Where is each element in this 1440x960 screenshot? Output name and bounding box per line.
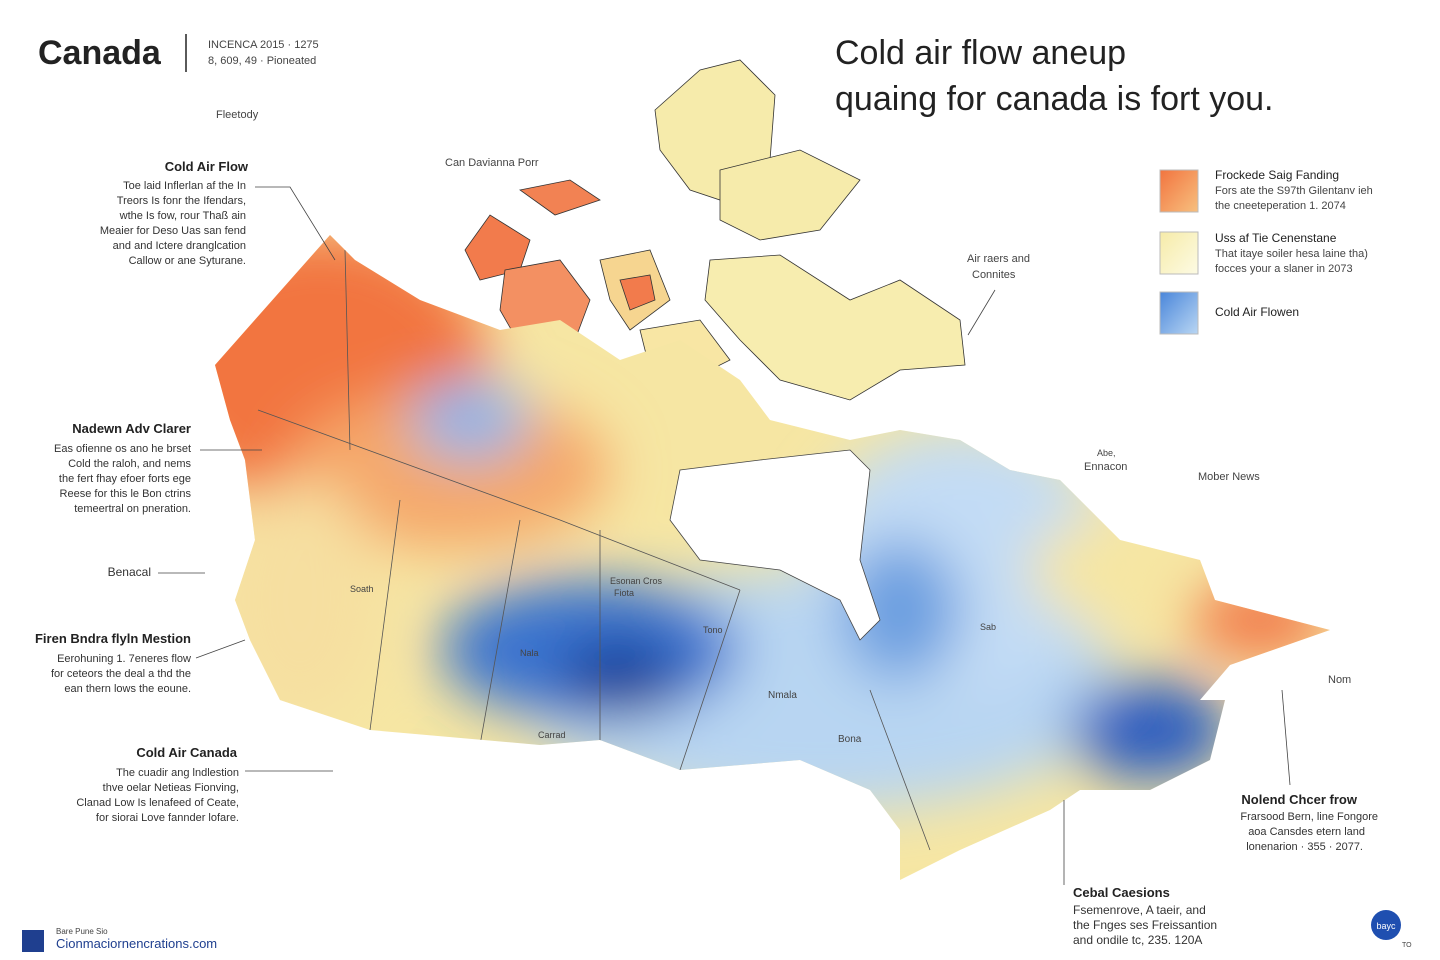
footer-site: Cionmaciornencrations.com [56,936,217,951]
map-label: Nom [1328,674,1351,686]
map-label: Air raers and [967,253,1030,265]
annotation-title: Firen Bndra flyln Mestion [35,631,191,646]
map-label: Fiota [614,588,634,598]
annotation-text: Toe laid Inflerlan af the In [123,180,246,192]
annotation-title: Benacal [108,565,151,579]
map-label: Fleetody [216,109,259,121]
annotation-text: Meaier for Deso Uas san fend [100,225,246,237]
note-text: Fsemenrove, A taeir, and [1073,903,1206,917]
map-label: Can Davianna Porr [445,157,539,169]
annotation-text: Reese for this le Bon ctrins [60,488,192,500]
map-label: Nala [520,648,539,658]
annotation-text: The cuadir ang lndlestion [116,767,239,779]
legend-text: the cneeteperation 1. 2074 [1215,200,1346,212]
annotation-text: temeertral on pneration. [74,503,191,515]
annotation-text: the fert fhay efoer forts ege [59,473,191,485]
map-label: Ennacon [1084,461,1127,473]
headline: quaing for canada is fort you. [835,80,1274,118]
title: Canada [38,34,162,72]
annotation-text: Cold the raloh, and nems [68,458,191,470]
map-label: Mober News [1198,471,1260,483]
annotation-text: wthe Is fow, rour Thaß ain [119,210,246,222]
note-text: Frarsood Bern, line Fongore [1240,811,1378,823]
legend-title: Cold Air Flowen [1215,305,1299,319]
map-label: Connites [972,269,1016,281]
annotation-title: Nadewn Adv Clarer [72,421,191,436]
map-label: Abe, [1097,448,1116,458]
arctic-islands [464,59,966,401]
map-labels: Fleetody Can Davianna Porr Air raers and… [216,109,1351,745]
annotation-text: thve oelar Netieas Fionving, [103,782,239,794]
note-text: and ondile tc, 235. 120A [1073,933,1202,947]
footer-logo [22,930,44,952]
annotation-text: for ceteors the deal a thd the [51,668,191,680]
legend-swatch [1159,291,1199,335]
annotation-text: Eerohuning 1. 7eneres flow [57,653,191,665]
annotation-text: Clanad Low Is lenafeed of Ceate, [76,797,239,809]
legend-text: focces your a slaner in 2073 [1215,263,1353,275]
notes: Nolend Chcer frow Frarsood Bern, line Fo… [1240,792,1378,853]
annotation-title: Cold Air Canada [136,745,237,760]
annotation-text: Callow or ane Syturane. [129,255,246,267]
legend-title: Frockede Saig Fanding [1215,168,1339,182]
leader-lines [158,186,1291,885]
note-text: the Fnges ses Freissantion [1073,918,1217,932]
legend-title: Uss af Tie Cenenstane [1215,231,1337,245]
badge-text: bayc [1376,921,1396,931]
annotation-text: ean thern lows the eoune. [64,683,191,695]
meta: 8, 609, 49 · Pioneated [208,55,316,67]
map-label: Tono [703,625,723,635]
legend-text: That itaye soiler hesa laine tha) [1215,248,1368,260]
map-label: Esonan Cros [610,576,663,586]
annotation-text: Treors Is fonr the Ifendars, [117,195,246,207]
legend-swatch [1159,169,1199,213]
map-label: Carrad [538,730,566,740]
annotations: Cold Air Flow Toe laid Inflerlan af the … [35,159,249,824]
footer-small: Bare Pune Sio [56,927,108,936]
headline: Cold air flow aneup [835,34,1126,72]
map-label: Sab [980,622,996,632]
hudson-bay [669,449,881,641]
annotation-text: and and Ictere dranglcation [113,240,246,252]
note-title: Cebal Caesions [1073,885,1170,900]
map-label: Nmala [768,690,797,701]
map-label: Bona [838,734,862,745]
annotation-title: Cold Air Flow [165,159,249,174]
legend-swatch [1159,231,1199,275]
badge [1371,910,1401,940]
note-text: lonenarion · 355 · 2077. [1246,841,1363,853]
annotation-text: for siorai Love fannder lofare. [96,812,239,824]
note-text: aoa Cansdes etern land [1248,826,1365,838]
note-title: Nolend Chcer frow [1241,792,1357,807]
legend-text: Fors ate the S97th Gilentanv ieh [1215,185,1373,197]
corner-text: TO [1402,942,1412,949]
annotation-text: Eas ofienne os ano he brset [54,443,191,455]
meta: INCENCA 2015 · 1275 [208,39,319,51]
map-label: Soath [350,584,374,594]
